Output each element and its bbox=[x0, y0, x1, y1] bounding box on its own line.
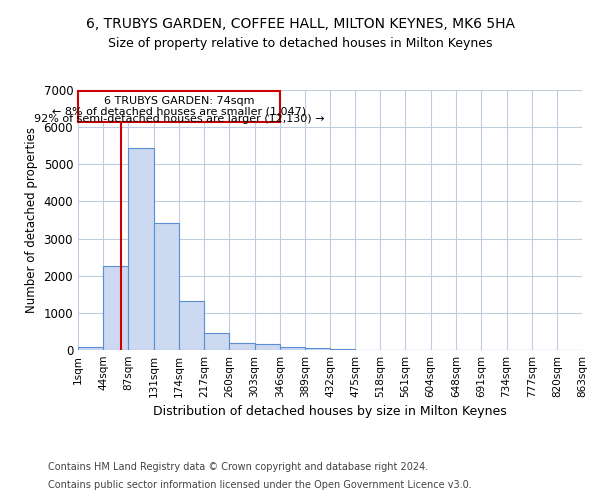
Text: 92% of semi-detached houses are larger (12,130) →: 92% of semi-detached houses are larger (… bbox=[34, 114, 324, 124]
Bar bbox=[229, 343, 254, 350]
Bar bbox=[330, 348, 355, 350]
Text: Contains public sector information licensed under the Open Government Licence v3: Contains public sector information licen… bbox=[48, 480, 472, 490]
Bar bbox=[204, 334, 229, 350]
Bar bbox=[128, 148, 154, 350]
Bar bbox=[103, 266, 128, 350]
Text: 6 TRUBYS GARDEN: 74sqm: 6 TRUBYS GARDEN: 74sqm bbox=[104, 96, 254, 106]
Bar bbox=[254, 344, 280, 350]
Bar bbox=[154, 223, 179, 350]
Text: Size of property relative to detached houses in Milton Keynes: Size of property relative to detached ho… bbox=[108, 38, 492, 51]
X-axis label: Distribution of detached houses by size in Milton Keynes: Distribution of detached houses by size … bbox=[153, 406, 507, 418]
Bar bbox=[78, 347, 103, 350]
Text: Contains HM Land Registry data © Crown copyright and database right 2024.: Contains HM Land Registry data © Crown c… bbox=[48, 462, 428, 472]
Text: ← 8% of detached houses are smaller (1,047): ← 8% of detached houses are smaller (1,0… bbox=[52, 106, 306, 116]
Y-axis label: Number of detached properties: Number of detached properties bbox=[25, 127, 38, 313]
Bar bbox=[280, 346, 305, 350]
Bar bbox=[179, 302, 204, 350]
Text: 6, TRUBYS GARDEN, COFFEE HALL, MILTON KEYNES, MK6 5HA: 6, TRUBYS GARDEN, COFFEE HALL, MILTON KE… bbox=[86, 18, 515, 32]
FancyBboxPatch shape bbox=[78, 90, 280, 122]
Bar bbox=[305, 348, 330, 350]
